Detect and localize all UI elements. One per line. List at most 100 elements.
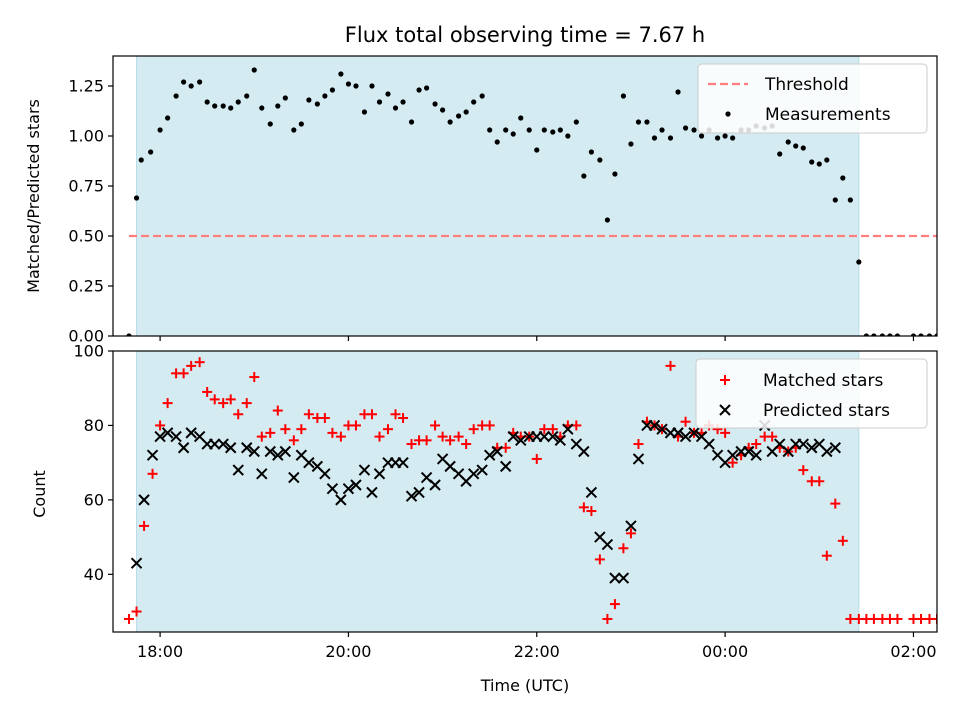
predicted-point-14-b xyxy=(241,442,253,454)
measurement-point-93 xyxy=(856,259,862,265)
measurement-point-43 xyxy=(463,109,469,115)
predicted-point-54 xyxy=(554,434,567,447)
x-tick-label-02:00: 02:00 xyxy=(890,642,936,661)
bottom-axes-frame xyxy=(112,350,938,633)
predicted-point-47-b xyxy=(499,460,512,473)
matched-point-63 xyxy=(618,543,629,554)
predicted-point-49-b xyxy=(515,434,527,447)
predicted-point-23-b xyxy=(311,460,324,473)
matched-point-104 xyxy=(956,614,960,624)
measurement-point-40 xyxy=(440,107,446,113)
measurement-point-5 xyxy=(165,115,171,121)
measurement-point-99 xyxy=(910,333,917,336)
matched-point-1 xyxy=(131,606,142,617)
matched-point-48 xyxy=(500,442,511,453)
matched-point-95 xyxy=(868,613,879,624)
predicted-point-76-b xyxy=(726,449,739,461)
predicted-point-85-b xyxy=(797,438,809,450)
predicted-point-58-b xyxy=(585,486,598,499)
predicted-point-56-b xyxy=(570,438,583,450)
predicted-point-11-b xyxy=(217,438,229,450)
predicted-point-17 xyxy=(264,445,276,458)
measurement-point-71 xyxy=(682,125,689,131)
predicted-point-19 xyxy=(279,445,292,458)
predicted-point-16-b xyxy=(256,468,268,480)
predicted-point-73-b xyxy=(703,438,715,450)
matched-point-92 xyxy=(845,613,856,624)
predicted-point-29 xyxy=(358,464,371,476)
legend-predicted-x-b xyxy=(719,404,731,416)
matched-point-4 xyxy=(155,420,166,431)
predicted-point-25-b xyxy=(326,483,339,495)
predicted-point-31-b xyxy=(373,468,386,480)
predicted-point-17-b xyxy=(264,445,276,458)
top-y-tick-label-0.00: 0.00 xyxy=(68,327,104,346)
predicted-point-64 xyxy=(632,453,645,465)
predicted-point-2-b xyxy=(146,449,159,461)
bottom-panel: 18:00 20:00 22:00 00:00 02:00 40 60 80 100 Count… xyxy=(30,342,960,695)
predicted-point-2 xyxy=(146,449,159,461)
measurement-point-96 xyxy=(879,333,885,336)
measurement-point-0 xyxy=(126,333,132,336)
bottom-y-tick-label-60: 60 xyxy=(84,490,104,509)
predicted-point-29-b xyxy=(358,464,371,476)
predicted-point-63 xyxy=(625,520,637,532)
bottom-legend: Matched stars Predicted stars xyxy=(695,358,928,429)
measurement-point-84 xyxy=(785,139,791,145)
predicted-point-0-b xyxy=(130,557,143,569)
predicted-point-47 xyxy=(499,460,512,473)
predicted-point-45 xyxy=(483,449,496,461)
matched-point-14 xyxy=(233,409,244,420)
predicted-point-70 xyxy=(679,430,692,443)
measurement-point-44 xyxy=(471,99,477,105)
measurement-point-76 xyxy=(722,133,728,139)
predicted-point-12-b xyxy=(225,442,237,454)
measurement-point-88 xyxy=(816,161,822,167)
bottom-data-layer xyxy=(124,351,960,632)
predicted-point-78-b xyxy=(742,445,755,458)
predicted-point-10-b xyxy=(208,438,221,450)
predicted-point-39-b xyxy=(436,453,449,465)
measurement-point-85 xyxy=(793,143,799,149)
top-axes: 0.00 0.25 0.50 0.75 1.00 1.25 xyxy=(68,77,915,346)
matched-point-2 xyxy=(139,520,150,531)
matched-point-41 xyxy=(445,435,456,446)
predicted-point-69-b xyxy=(672,427,684,439)
matched-point-102 xyxy=(932,613,937,624)
measurement-point-72 xyxy=(691,127,697,133)
predicted-point-66 xyxy=(648,419,661,432)
x-tick-label-00:00: 00:00 xyxy=(702,642,748,661)
measurement-point-31 xyxy=(369,83,375,89)
predicted-point-79 xyxy=(750,449,762,461)
matched-point-57 xyxy=(571,420,582,431)
predicted-point-6 xyxy=(177,442,190,454)
measurement-point-45 xyxy=(479,93,485,99)
matched-point-32 xyxy=(374,431,385,442)
matched-point-19 xyxy=(272,405,283,416)
matched-point-89 xyxy=(821,550,832,561)
measurement-point-57 xyxy=(573,119,579,125)
measurement-point-49 xyxy=(510,131,516,137)
bottom-series-0 xyxy=(124,357,960,624)
top-y-tick-label-0.25: 0.25 xyxy=(68,277,104,296)
matched-point-25 xyxy=(319,412,330,423)
matched-point-36 xyxy=(406,439,417,450)
predicted-point-46-b xyxy=(491,445,503,458)
measurement-point-102 xyxy=(934,333,937,336)
measurement-point-68 xyxy=(659,127,665,133)
predicted-point-6-b xyxy=(177,442,190,454)
top-axes-frame xyxy=(112,55,938,337)
measurement-point-32 xyxy=(376,99,383,105)
predicted-point-48 xyxy=(507,430,519,443)
predicted-point-69 xyxy=(672,427,684,439)
predicted-point-41-b xyxy=(452,468,465,480)
measurement-point-38 xyxy=(423,85,430,91)
predicted-point-20 xyxy=(288,471,300,484)
measurement-point-61 xyxy=(604,217,611,223)
predicted-point-21-b xyxy=(295,449,308,461)
matched-point-3 xyxy=(147,468,158,479)
measurement-point-58 xyxy=(581,173,587,179)
predicted-point-57 xyxy=(578,445,590,458)
predicted-point-57-b xyxy=(578,445,590,458)
